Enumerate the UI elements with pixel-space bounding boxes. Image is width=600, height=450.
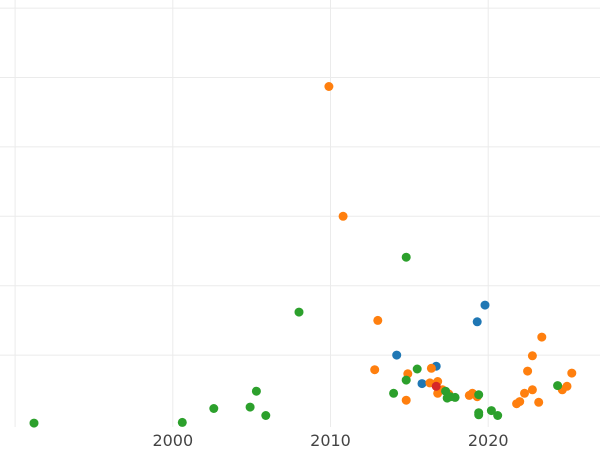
data-point [209,404,219,413]
data-point [450,392,460,402]
data-point [412,364,422,374]
data-point [493,411,503,420]
data-point [177,417,187,427]
data-point [370,365,380,375]
x-tick-label: 2010 [310,431,351,450]
data-point [480,300,490,310]
data-point [251,386,261,396]
data-point [29,418,39,428]
data-point [515,397,525,407]
data-point [523,366,533,376]
data-point [338,211,348,221]
data-point [527,385,537,395]
data-point [401,375,411,385]
data-point [520,388,529,398]
data-point [324,82,334,91]
data-point [373,315,383,325]
data-point [567,368,577,378]
data-point [261,411,271,420]
data-point [534,397,544,407]
data-point [389,388,399,398]
x-tick-label: 2020 [468,431,509,450]
data-point [474,390,484,400]
data-point [417,379,427,389]
data-point [392,350,402,360]
grid [0,0,600,427]
x-tick-label: 2000 [152,431,193,450]
data-point [486,406,496,416]
data-points [29,82,577,428]
data-point [431,381,441,391]
data-point [553,381,563,391]
data-point [401,252,411,262]
data-point [527,351,537,361]
data-point [401,395,411,405]
data-point [294,307,304,317]
data-point [472,317,482,327]
x-tick-labels: 2000 2010 2020 [152,431,508,450]
data-point [562,381,572,391]
data-point [537,332,547,342]
data-point [426,363,436,373]
data-point [474,410,484,420]
data-point [245,402,255,412]
